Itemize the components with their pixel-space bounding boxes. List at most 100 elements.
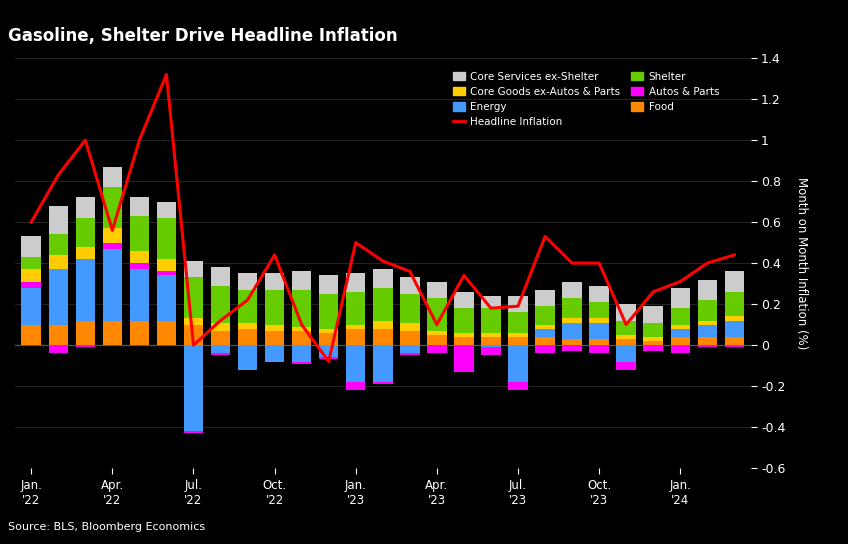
Bar (292, 290, 311, 326)
Bar (265, 290, 284, 325)
Bar (616, 320, 636, 335)
Bar (400, 277, 420, 294)
Bar (48, 234, 68, 255)
Bar (48, 325, 68, 345)
Bar (562, 318, 582, 323)
Bar (292, 331, 311, 345)
Bar (427, 335, 447, 345)
Legend: Core Services ex-Shelter, Core Goods ex-Autos & Parts, Energy, Headline Inflatio: Core Services ex-Shelter, Core Goods ex-… (449, 67, 723, 131)
Bar (508, 382, 527, 390)
Bar (130, 197, 149, 216)
Bar (589, 302, 609, 318)
Bar (589, 339, 609, 345)
Bar (698, 345, 717, 347)
Bar (616, 362, 636, 370)
Bar (698, 280, 717, 300)
Bar (562, 282, 582, 298)
Bar (346, 325, 365, 329)
Bar (427, 331, 447, 335)
Bar (508, 333, 527, 337)
Bar (237, 290, 257, 323)
Bar (644, 306, 663, 323)
Bar (48, 269, 68, 325)
Bar (346, 329, 365, 345)
Bar (481, 337, 500, 345)
Bar (103, 167, 122, 187)
Bar (319, 345, 338, 357)
Bar (589, 345, 609, 353)
Bar (319, 357, 338, 360)
Bar (455, 308, 474, 333)
Bar (265, 345, 284, 362)
Bar (481, 333, 500, 337)
Bar (265, 273, 284, 290)
Bar (211, 331, 231, 345)
Bar (21, 282, 41, 288)
Bar (698, 320, 717, 325)
Bar (400, 353, 420, 355)
Bar (184, 345, 204, 431)
Bar (535, 329, 555, 337)
Bar (698, 337, 717, 345)
Bar (346, 292, 365, 325)
Bar (21, 288, 41, 325)
Bar (373, 345, 393, 382)
Bar (184, 325, 204, 345)
Bar (671, 288, 690, 308)
Bar (562, 298, 582, 318)
Bar (724, 317, 744, 320)
Bar (211, 345, 231, 353)
Bar (455, 292, 474, 308)
Bar (481, 345, 500, 347)
Bar (373, 288, 393, 320)
Bar (319, 333, 338, 345)
Bar (698, 300, 717, 320)
Bar (292, 362, 311, 363)
Bar (211, 286, 231, 323)
Bar (21, 269, 41, 282)
Bar (455, 333, 474, 337)
Bar (644, 341, 663, 345)
Bar (48, 206, 68, 234)
Bar (724, 337, 744, 345)
Bar (292, 326, 311, 331)
Text: Source: BLS, Bloomberg Economics: Source: BLS, Bloomberg Economics (8, 522, 205, 533)
Bar (319, 329, 338, 333)
Bar (455, 345, 474, 372)
Bar (103, 187, 122, 228)
Bar (211, 353, 231, 355)
Bar (48, 345, 68, 353)
Bar (427, 298, 447, 331)
Bar (455, 337, 474, 345)
Bar (508, 312, 527, 333)
Bar (103, 243, 122, 249)
Bar (535, 290, 555, 306)
Bar (75, 197, 95, 218)
Bar (616, 335, 636, 339)
Bar (184, 277, 204, 318)
Bar (400, 294, 420, 323)
Bar (508, 296, 527, 312)
Bar (373, 320, 393, 329)
Bar (237, 329, 257, 345)
Bar (616, 339, 636, 345)
Bar (130, 263, 149, 269)
Bar (508, 345, 527, 382)
Bar (157, 259, 176, 271)
Bar (292, 345, 311, 362)
Bar (292, 271, 311, 290)
Bar (184, 318, 204, 325)
Bar (616, 345, 636, 362)
Bar (724, 320, 744, 337)
Bar (671, 337, 690, 345)
Bar (319, 294, 338, 329)
Bar (319, 275, 338, 294)
Bar (130, 251, 149, 263)
Bar (21, 257, 41, 269)
Bar (75, 345, 95, 347)
Bar (157, 275, 176, 320)
Bar (698, 325, 717, 337)
Bar (400, 331, 420, 345)
Bar (373, 382, 393, 384)
Bar (157, 320, 176, 345)
